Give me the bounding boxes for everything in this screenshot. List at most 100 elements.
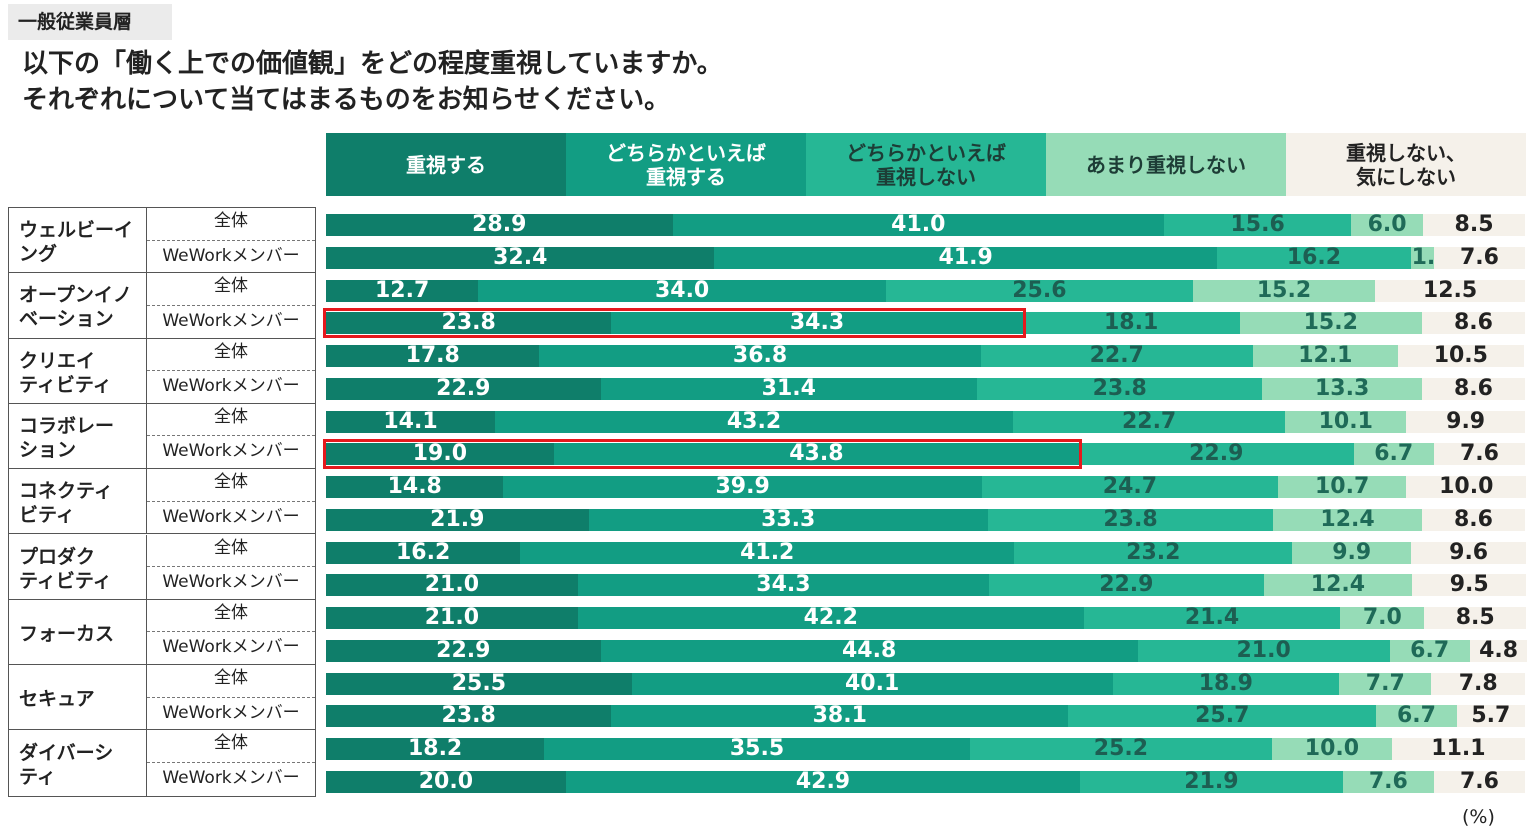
bar-value-label: 7.0	[1362, 605, 1402, 630]
bar-segment	[326, 214, 673, 236]
bar-segment	[1406, 410, 1525, 433]
bar-segment	[611, 312, 1023, 335]
bar-value-label: 33.3	[761, 506, 816, 532]
bar-segment	[326, 770, 566, 793]
bar-segment	[1083, 607, 1341, 629]
bar-segment	[1342, 770, 1434, 793]
highlight-box	[323, 439, 1082, 470]
bar-value-label: 22.9	[436, 637, 491, 663]
question-line-1: 以下の「働く上での価値観」をどの程度重視していますか。	[22, 49, 723, 79]
bar-segment	[326, 705, 612, 728]
bar-segment	[987, 508, 1274, 531]
bar-segment	[1376, 705, 1457, 728]
row-group: オープンイノ ベーション 全体 WeWorkメンバー	[9, 273, 315, 339]
bar-segment	[1216, 246, 1412, 269]
bar-segment	[326, 476, 504, 498]
bar-value-label: 10.0	[1304, 736, 1360, 761]
bar-value-label: 6.7	[1374, 441, 1414, 467]
bar-segment	[1411, 541, 1527, 564]
bar-value-label: 21.9	[430, 506, 485, 532]
bar-value-label: 9.9	[1446, 408, 1486, 434]
group-name: ウェルビーイ ング	[9, 208, 147, 273]
bar-value-label: 9.6	[1449, 539, 1489, 565]
bar-value-label: 28.9	[472, 212, 527, 237]
bar-segment	[553, 443, 1079, 466]
bar-segment	[326, 738, 545, 760]
legend-item-5: 重視しない、 気にしない	[1286, 133, 1526, 196]
bar-segment	[1421, 508, 1525, 531]
row-sublabel: WeWorkメンバー	[162, 767, 300, 788]
bar-value-label: 19.0	[412, 441, 468, 467]
bar-segment	[326, 672, 632, 695]
bar-value-label: 21.0	[424, 572, 480, 598]
bar-segment	[1112, 672, 1340, 695]
bar-value-label: 10.1	[1318, 408, 1373, 434]
bar-value-label: 23.8	[1092, 375, 1147, 401]
bar-segment	[1164, 214, 1352, 236]
bar-value-label: 25.2	[1093, 736, 1149, 761]
row-sublabel: WeWorkメンバー	[162, 310, 300, 331]
bar-value-label: 12.4	[1310, 572, 1366, 598]
bar-segment	[1433, 770, 1525, 793]
bar-value-label: 35.5	[729, 736, 785, 761]
bar-value-label: 41.9	[938, 244, 993, 270]
row-sublabel: WeWorkメンバー	[162, 506, 300, 527]
bar-segment	[1239, 312, 1422, 335]
row-sublabel: 全体	[147, 339, 315, 372]
bar-value-label: 41.2	[740, 539, 795, 565]
row-group: コネクティ ビティ 全体 WeWorkメンバー	[9, 469, 315, 535]
bar-value-label: 38.1	[812, 703, 867, 729]
unit-label: (%)	[1462, 806, 1495, 828]
bar-segment	[565, 770, 1081, 793]
bar-value-label: 43.8	[789, 441, 844, 467]
bar-value-label: 4.8	[1479, 637, 1519, 663]
bar-value-label: 23.2	[1126, 539, 1181, 565]
bar-value-label: 7.7	[1365, 670, 1405, 696]
bar-value-label: 11.1	[1431, 736, 1486, 761]
bar-value-label: 21.0	[1236, 637, 1291, 663]
question-line-2: それぞれについて当てはまるものをお知らせください。	[22, 85, 671, 115]
row-group: コラボレー ション 全体 WeWorkメンバー	[9, 403, 315, 470]
bar-segment	[1389, 639, 1470, 662]
bar-value-label: 25.5	[451, 670, 506, 696]
bar-segment	[1456, 705, 1525, 728]
bar-value-label: 9.9	[1332, 539, 1372, 565]
bar-value-label: 5.7	[1471, 703, 1511, 729]
row-sublabel: 全体	[147, 208, 315, 241]
bar-segment	[1469, 639, 1528, 662]
bar-segment	[1431, 672, 1525, 695]
row-group: ウェルビーイ ング 全体 WeWorkメンバー	[9, 208, 315, 274]
bar-value-label: 36.8	[732, 343, 788, 368]
bar-value-label: 13.3	[1314, 375, 1370, 401]
bar-value-label: 6.7	[1410, 637, 1450, 663]
bar-value-label: 7.6	[1459, 768, 1499, 794]
bar-value-label: 23.8	[441, 703, 496, 729]
bar-segment	[326, 508, 589, 531]
bar-segment	[326, 607, 578, 629]
bar-segment	[1411, 246, 1434, 269]
bar-value-label: 12.7	[374, 277, 430, 303]
legend-item-2: どちらかといえば 重視する	[566, 133, 806, 196]
bar-segment	[1397, 345, 1524, 367]
bar-value-label: 21.0	[424, 605, 480, 630]
bar-value-label: 18.9	[1198, 670, 1253, 696]
bar-segment	[326, 279, 479, 302]
bar-segment	[989, 574, 1264, 597]
row-sublabel: WeWorkメンバー	[162, 637, 300, 658]
bar-segment	[977, 377, 1263, 400]
row-sublabel: 全体	[147, 404, 315, 437]
row-sublabel: WeWorkメンバー	[162, 702, 300, 723]
bar-segment	[1078, 443, 1354, 466]
bar-segment	[326, 541, 521, 564]
bar-value-label: 12.4	[1320, 506, 1375, 532]
group-name: セキュア	[9, 665, 147, 730]
row-label-table: ウェルビーイ ング 全体 WeWorkメンバー オープンイノ ベーション 全体 WeWor…	[8, 207, 316, 797]
bar-segment	[969, 738, 1272, 760]
bar-segment	[1421, 312, 1525, 335]
bar-segment	[326, 312, 612, 335]
legend-item-1: 重視する	[326, 133, 566, 196]
bar-value-label: 24.7	[1102, 474, 1158, 499]
bar-value-label: 16.2	[1286, 244, 1342, 270]
bar-value-label: 34.3	[789, 310, 845, 336]
